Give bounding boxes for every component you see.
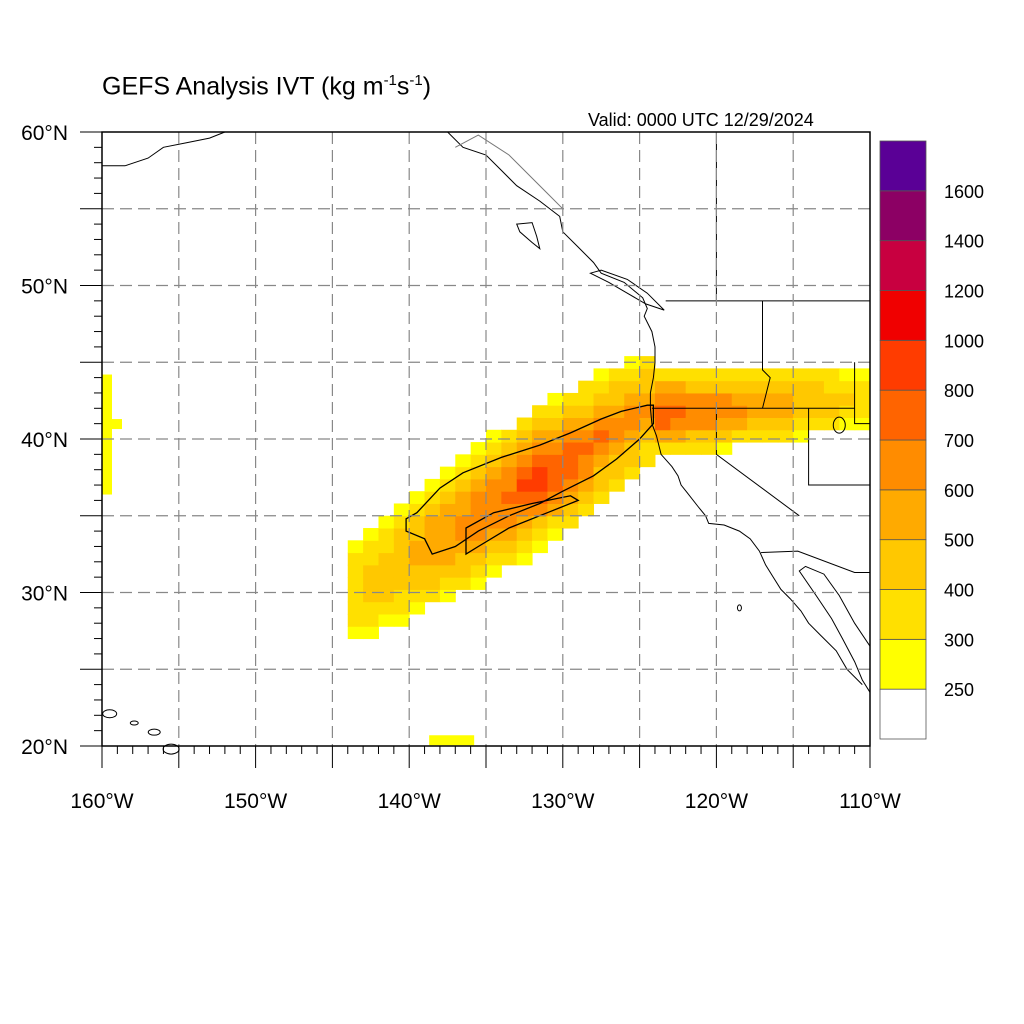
colorbar-swatch <box>879 290 927 341</box>
lon-tick-label: 160°W <box>70 790 133 813</box>
lat-tick-label: 40°N <box>21 429 68 452</box>
chart-title: GEFS Analysis IVT (kg m-1s-1) <box>102 72 432 101</box>
lat-tick-label: 30°N <box>21 583 68 606</box>
axis-ticks <box>80 131 871 768</box>
colorbar-label: 500 <box>944 531 974 551</box>
colorbar-label: 1000 <box>944 331 984 351</box>
colorbar-swatch <box>879 539 927 590</box>
lon-tick-label: 110°W <box>839 790 901 813</box>
lat-tick-label: 20°N <box>21 736 68 759</box>
colorbar-swatch <box>879 240 927 291</box>
colorbar-swatch <box>879 489 927 541</box>
lon-tick-label: 130°W <box>531 790 594 813</box>
colorbar-label: 700 <box>944 431 974 451</box>
colorbar-label: 1600 <box>944 182 984 202</box>
colorbar-swatch <box>879 638 927 690</box>
colorbar-label: 400 <box>944 581 974 601</box>
ivt-500-contour <box>405 404 655 556</box>
lon-tick-label: 140°W <box>378 790 441 813</box>
colorbar-label: 1400 <box>944 232 984 252</box>
colorbar: 250 300 400 500 600 700 800 1000 1200 1400 1600 <box>879 140 984 740</box>
colorbar-swatch <box>879 190 927 242</box>
lat-tick-label: 50°N <box>21 276 68 299</box>
colorbar-label: 800 <box>944 381 974 401</box>
coastlines <box>102 131 871 755</box>
colorbar-label: 250 <box>944 680 974 700</box>
colorbar-swatch <box>879 389 927 441</box>
valid-time-label: Valid: 0000 UTC 12/29/2024 <box>588 110 814 130</box>
colorbar-label: 600 <box>944 481 974 501</box>
colorbar-label: 1200 <box>944 282 984 302</box>
graticule <box>102 132 870 746</box>
colorbar-swatch <box>879 339 927 391</box>
colorbar-swatch <box>879 688 927 740</box>
colorbar-label: 300 <box>944 630 974 650</box>
lon-tick-label: 150°W <box>224 790 287 813</box>
colorbar-swatch <box>879 140 927 192</box>
political-boundaries <box>455 132 870 573</box>
colorbar-swatch <box>879 589 927 640</box>
lon-tick-label: 120°W <box>685 790 748 813</box>
colorbar-swatch <box>879 439 927 491</box>
lat-tick-label: 60°N <box>21 122 68 145</box>
axis-tick-labels: 160°W 150°W 140°W 130°W 120°W 110°W 60°N 50°N 40… <box>21 122 901 813</box>
